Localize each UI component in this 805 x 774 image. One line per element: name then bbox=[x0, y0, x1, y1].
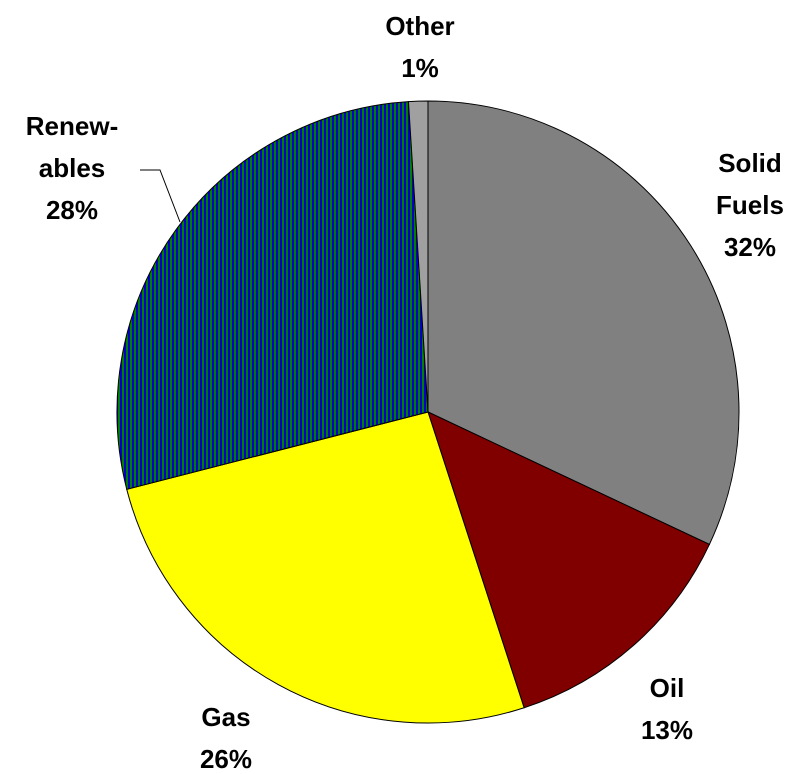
pie-slice bbox=[427, 100, 740, 546]
pie-slice bbox=[116, 101, 429, 490]
slice-value-label: 13% bbox=[641, 715, 693, 745]
slice-value-label: 26% bbox=[200, 744, 252, 774]
slice-label: Gas bbox=[201, 702, 250, 732]
leader-line bbox=[140, 169, 181, 223]
slice-label: Renew- bbox=[26, 111, 118, 141]
slice-value-label: 28% bbox=[46, 195, 98, 225]
slice-label: Solid bbox=[718, 148, 782, 178]
slice-value-label: 32% bbox=[724, 232, 776, 262]
pie-slice bbox=[407, 100, 429, 413]
slice-label: ables bbox=[39, 153, 106, 183]
pie-slice bbox=[427, 411, 711, 709]
slice-label: Fuels bbox=[716, 190, 784, 220]
pie-slice bbox=[126, 411, 525, 724]
slice-value-label: 1% bbox=[401, 53, 439, 83]
slice-label: Other bbox=[385, 11, 454, 41]
slice-label: Oil bbox=[650, 673, 685, 703]
